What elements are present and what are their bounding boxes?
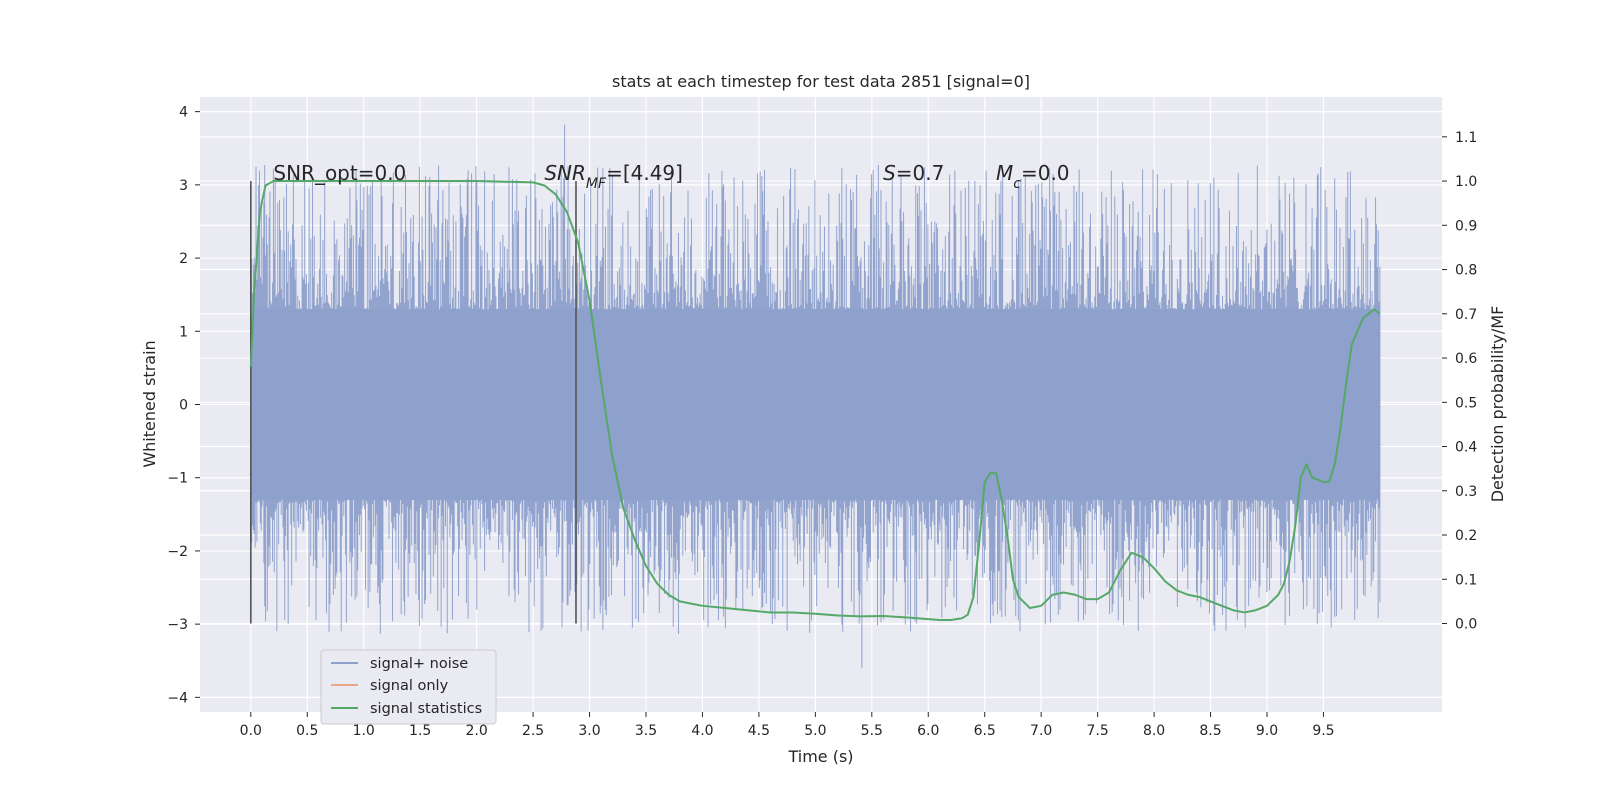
y-axis-ticks: 4 3 2 1 0 −1 −2 −3 −4 (167, 105, 200, 706)
y2-tick-label-11: 0.0 (1455, 617, 1477, 633)
y2-axis-ticks: 1.1 1.0 0.9 0.8 0.7 0.6 0.5 0.4 0.3 0.2 0.1 0.0 (1442, 130, 1477, 633)
y-tick-label-6: −2 (167, 544, 188, 560)
x-tick-label-9: 4.5 (748, 723, 770, 739)
y-tick-label-1: 3 (179, 178, 188, 194)
y-tick-label-4: 0 (179, 398, 188, 414)
x-tick-label-0: 0.0 (240, 723, 262, 739)
y2-tick-label-9: 0.2 (1455, 528, 1477, 544)
x-tick-label-7: 3.5 (635, 723, 657, 739)
y2-tick-label-3: 0.8 (1455, 263, 1477, 279)
y-tick-label-8: −4 (167, 690, 188, 706)
annotation-1: SNRMF=[4.49] (544, 161, 683, 192)
annotation-0: SNR_opt=0.0 (273, 161, 406, 185)
y-tick-label-7: −3 (167, 617, 188, 633)
x-tick-label-1: 0.5 (296, 723, 318, 739)
y-tick-label-2: 2 (179, 251, 188, 267)
y2-axis-label: Detection probability/MF (1488, 306, 1507, 503)
y2-tick-label-7: 0.4 (1455, 440, 1477, 456)
y-tick-label-5: −1 (167, 471, 188, 487)
y-tick-label-0: 4 (179, 105, 188, 121)
x-tick-label-18: 9.0 (1256, 723, 1278, 739)
x-tick-label-14: 7.0 (1030, 723, 1052, 739)
x-tick-label-16: 8.0 (1143, 723, 1165, 739)
signal-statistics-line (249, 180, 1381, 621)
x-tick-label-19: 9.5 (1312, 723, 1334, 739)
y2-tick-label-5: 0.6 (1455, 351, 1477, 367)
x-tick-label-4: 2.0 (465, 723, 487, 739)
x-tick-label-13: 6.5 (974, 723, 996, 739)
vertical-markers (250, 181, 577, 624)
x-axis-ticks: 0.0 0.5 1.0 1.5 2.0 2.5 3.0 3.5 4.0 4.5 5.0 5.5 6.0 6… (240, 712, 1335, 739)
y2-tick-label-1: 1.0 (1455, 174, 1477, 190)
y2-tick-label-4: 0.7 (1455, 307, 1477, 323)
legend: signal+ noise signal only signal statist… (320, 649, 497, 725)
legend-label-signal-statistics: signal statistics (370, 701, 482, 717)
x-tick-label-5: 2.5 (522, 723, 544, 739)
x-tick-label-6: 3.0 (578, 723, 600, 739)
y2-tick-label-2: 0.9 (1455, 218, 1477, 234)
x-tick-label-2: 1.0 (353, 723, 375, 739)
x-tick-label-15: 7.5 (1086, 723, 1108, 739)
x-axis-label: Time (s) (787, 747, 853, 766)
annotations: SNR_opt=0.0 SNRMF=[4.49] S=0.7 Mc=0.0 (273, 161, 1069, 192)
x-tick-label-3: 1.5 (409, 723, 431, 739)
legend-label-signal-only: signal only (370, 678, 449, 694)
series-signal-statistics (249, 180, 1381, 621)
annotation-3: Mc=0.0 (996, 161, 1070, 192)
y2-tick-label-6: 0.5 (1455, 395, 1477, 411)
y2-tick-label-0: 1.1 (1455, 130, 1477, 146)
x-tick-label-11: 5.5 (861, 723, 883, 739)
annotation-2: S=0.7 (883, 161, 944, 185)
legend-label-signal-plus-noise: signal+ noise (370, 656, 468, 672)
x-tick-label-12: 6.0 (917, 723, 939, 739)
y2-tick-label-10: 0.1 (1455, 572, 1477, 588)
chart-title: stats at each timestep for test data 285… (612, 72, 1030, 91)
y2-tick-label-8: 0.3 (1455, 484, 1477, 500)
y-axis-label: Whitened strain (140, 340, 159, 467)
series-signal-plus-noise (250, 124, 1381, 669)
x-tick-label-17: 8.5 (1199, 723, 1221, 739)
x-tick-label-8: 4.0 (691, 723, 713, 739)
y-tick-label-3: 1 (179, 324, 188, 340)
legend-box (320, 649, 497, 725)
x-tick-label-10: 5.0 (804, 723, 826, 739)
